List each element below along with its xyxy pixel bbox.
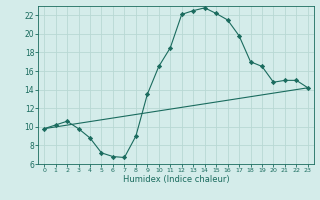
- X-axis label: Humidex (Indice chaleur): Humidex (Indice chaleur): [123, 175, 229, 184]
